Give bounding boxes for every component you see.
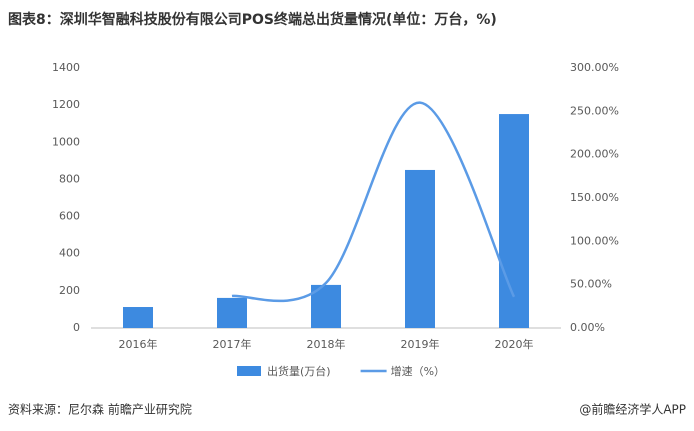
source: 资料来源：尼尔森 前瞻产业研究院 (8, 402, 192, 417)
x-tick-label: 2018年 (307, 337, 346, 351)
y2-tick-label: 100.00% (570, 234, 619, 247)
bar (499, 114, 529, 328)
y2-tick-label: 200.00% (570, 148, 619, 161)
bar (123, 307, 153, 328)
y-tick-label: 1200 (52, 98, 80, 111)
credit: @前瞻经济学人APP (579, 402, 686, 417)
bar (217, 297, 247, 328)
y2-tick-label: 250.00% (570, 104, 619, 117)
chart-title: 图表8：深圳华智融科技股份有限公司POS终端总出货量情况(单位：万台，%) (8, 11, 497, 28)
legend-label: 出货量(万台) (267, 364, 331, 378)
y2-tick-label: 150.00% (570, 191, 619, 204)
line (231, 101, 516, 303)
x-tick-label: 2020年 (495, 337, 534, 351)
y-tick-label: 0 (73, 321, 80, 334)
y2-tick-label: 0.00% (570, 321, 605, 334)
y2-tick-label: 50.00% (570, 278, 612, 291)
x-tick-label: 2016年 (119, 337, 158, 351)
y-tick-label: 1400 (52, 61, 80, 74)
legend-label: 增速（%） (391, 364, 445, 378)
y2-tick-label: 300.00% (570, 61, 619, 74)
y-tick-label: 200 (59, 284, 80, 297)
y-tick-label: 400 (59, 247, 80, 260)
x-tick-label: 2019年 (401, 337, 440, 351)
x-tick-label: 2017年 (213, 337, 252, 351)
y-tick-label: 1000 (52, 135, 80, 148)
bar (405, 169, 435, 328)
y-tick-label: 600 (59, 210, 80, 223)
y-tick-label: 800 (59, 172, 80, 185)
legend-swatch (237, 366, 261, 376)
